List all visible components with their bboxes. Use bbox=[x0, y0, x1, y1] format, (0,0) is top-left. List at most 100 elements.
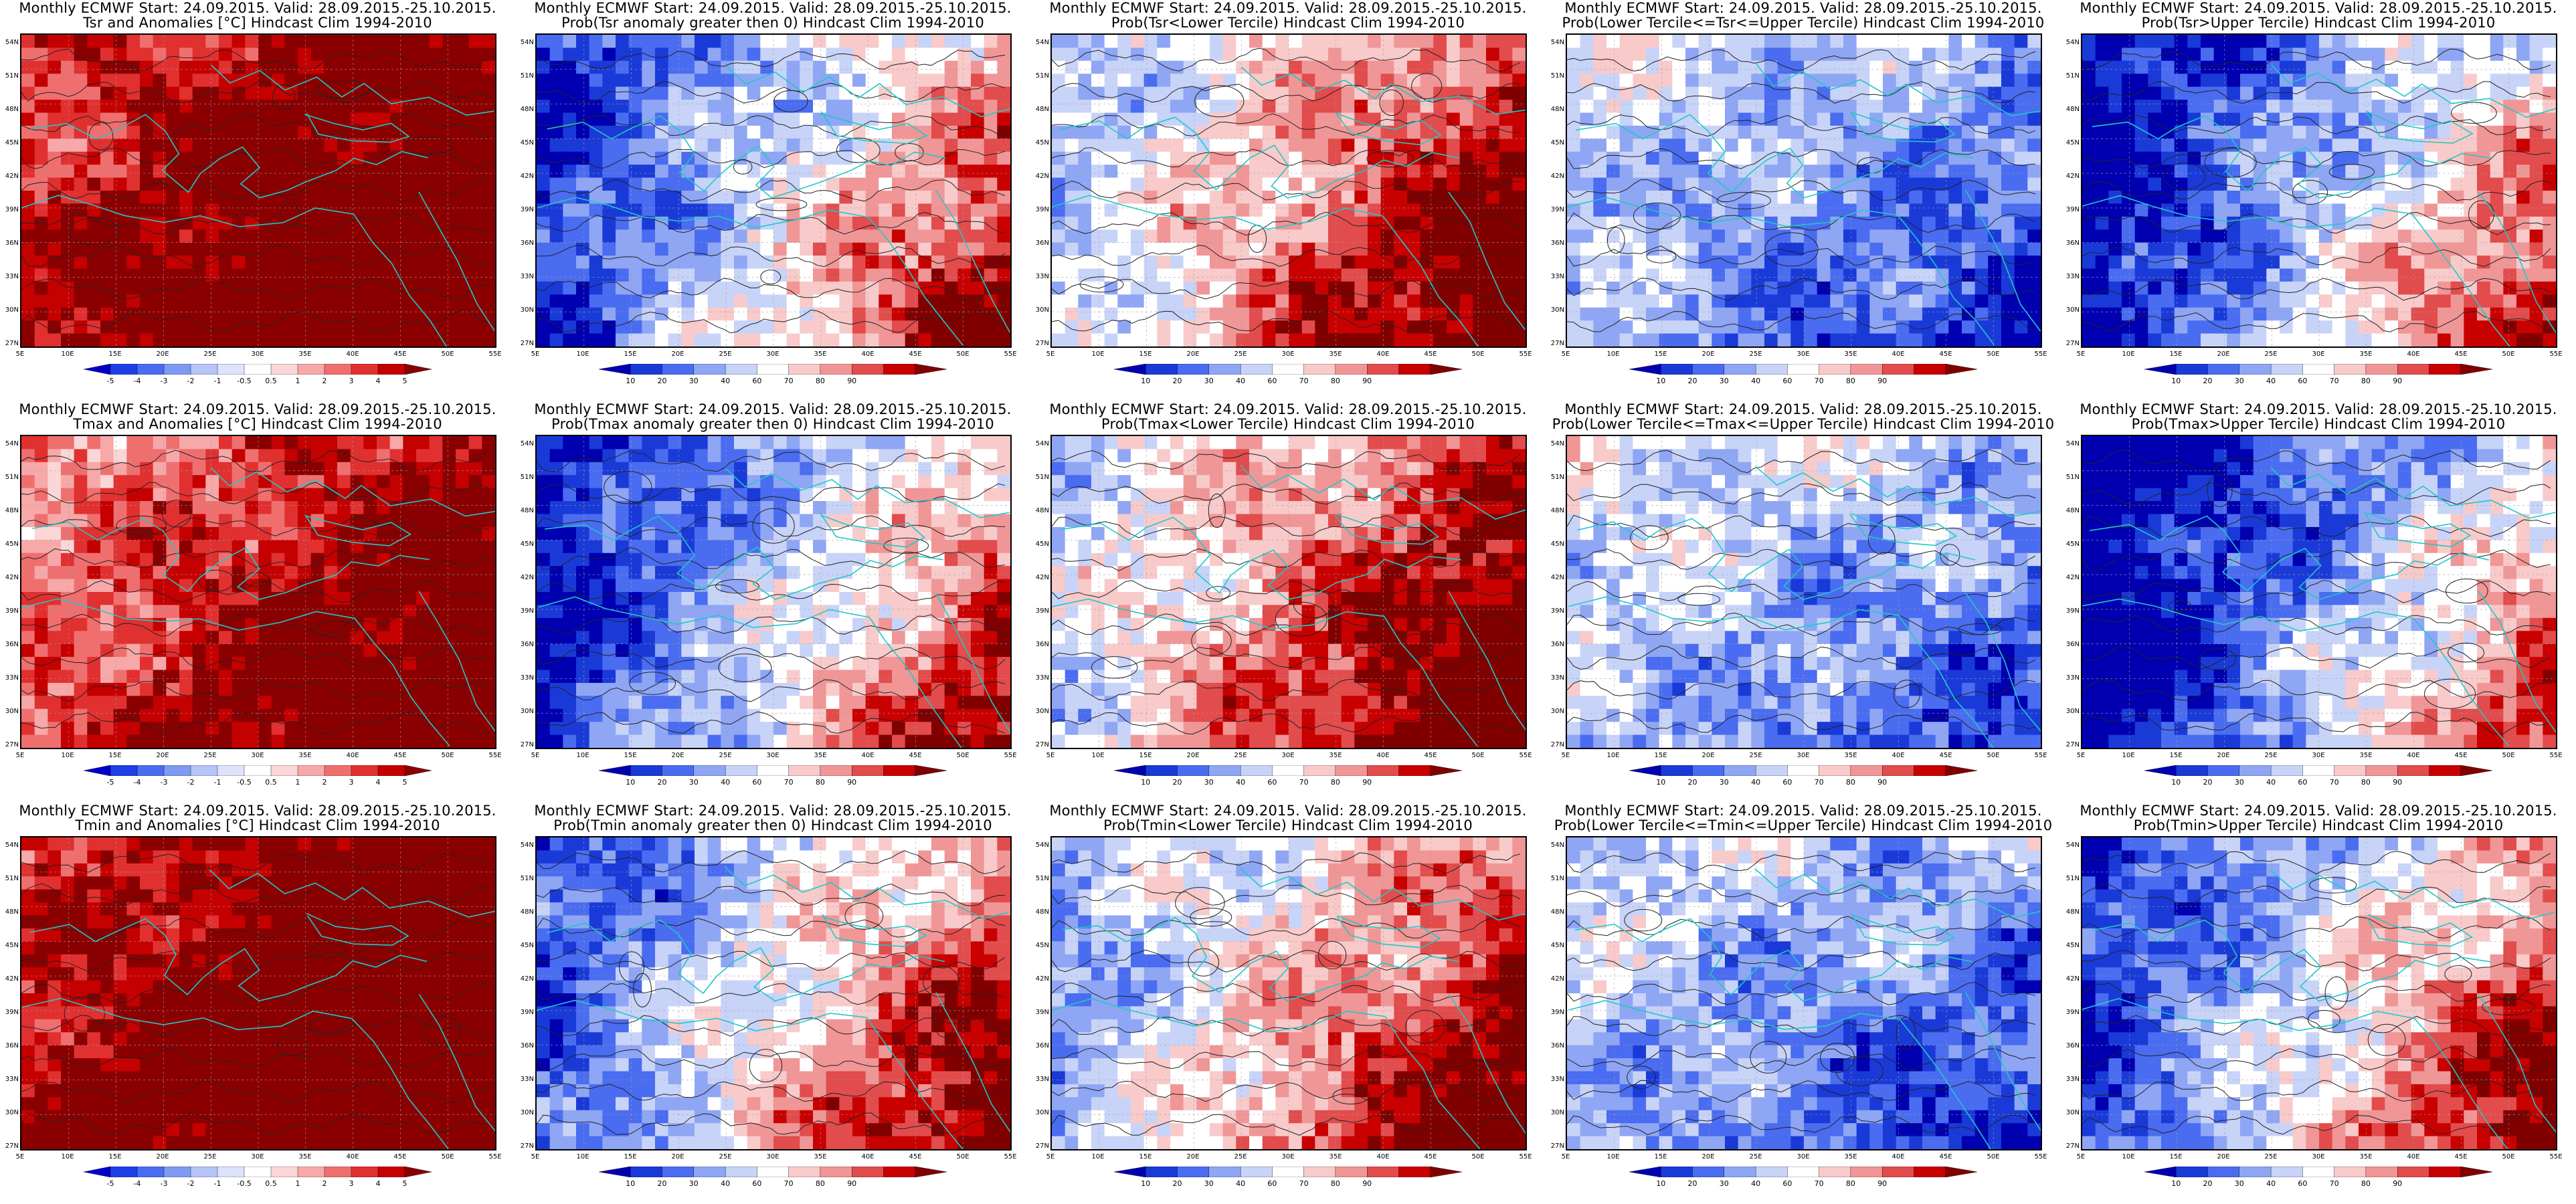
latitude-label: 48N bbox=[520, 908, 534, 916]
shaded-field bbox=[2082, 35, 2556, 346]
colorbar-tick-label: 30 bbox=[688, 778, 699, 787]
colorbar-tick-label: 90 bbox=[1877, 1179, 1888, 1188]
longitude-label: 35E bbox=[1844, 350, 1857, 358]
map-panel-tmin-prob-pos: Monthly ECMWF Start: 24.09.2015. Valid: … bbox=[515, 803, 1030, 1204]
temperature-contours bbox=[1567, 851, 2036, 1135]
latitude-label: 30N bbox=[520, 708, 534, 715]
longitude-label: 40E bbox=[1892, 752, 1905, 759]
latitude-label: 42N bbox=[5, 975, 19, 983]
longitude-label: 55E bbox=[1004, 752, 1017, 759]
longitude-label: 30E bbox=[251, 752, 264, 759]
longitude-label: 15E bbox=[1654, 350, 1667, 358]
colorbar-swatch bbox=[757, 765, 790, 776]
longitude-label: 50E bbox=[1471, 1153, 1485, 1161]
latitude-label: 39N bbox=[1550, 206, 1564, 213]
longitude-label: 30E bbox=[766, 752, 779, 759]
panel-title-line2: Prob(Tsr>Upper Tercile) Hindcast Clim 19… bbox=[2141, 15, 2496, 31]
panel-title-line1: Monthly ECMWF Start: 24.09.2015. Valid: … bbox=[1049, 803, 1527, 819]
latitude-label: 30N bbox=[1035, 708, 1049, 715]
longitude-label: 50E bbox=[441, 752, 454, 759]
latitude-label: 45N bbox=[5, 139, 19, 146]
latitude-label: 45N bbox=[5, 942, 19, 949]
colorbar-swatch bbox=[324, 364, 352, 375]
colorbar-tick-label: 60 bbox=[2298, 1179, 2308, 1188]
longitude-label: 50E bbox=[956, 1153, 970, 1161]
panel-title-line1: Monthly ECMWF Start: 24.09.2015. Valid: … bbox=[1564, 401, 2042, 417]
longitude-label: 15E bbox=[1139, 350, 1152, 358]
longitude-label: 20E bbox=[1186, 350, 1200, 358]
panel-title-line2: Prob(Tmax>Upper Tercile) Hindcast Clim 1… bbox=[2131, 416, 2506, 432]
longitude-label: 25E bbox=[1234, 1153, 1247, 1161]
colorbar-tick-label: 70 bbox=[784, 1179, 794, 1188]
longitude-label: 40E bbox=[346, 1153, 359, 1161]
panel-title-line1: Monthly ECMWF Start: 24.09.2015. Valid: … bbox=[19, 803, 496, 819]
longitude-label: 35E bbox=[1844, 752, 1857, 759]
map-area bbox=[1050, 33, 1527, 348]
longitude-label: 55E bbox=[2549, 350, 2563, 358]
panel-title-line2: Tsr and Anomalies [°C] Hindcast Clim 199… bbox=[83, 15, 432, 31]
latitude-label: 54N bbox=[520, 39, 534, 46]
longitude-label: 30E bbox=[766, 1153, 779, 1161]
colorbar-swatch bbox=[757, 364, 790, 375]
latitude-label: 42N bbox=[520, 975, 534, 983]
colorbar-tick-label: 30 bbox=[1719, 778, 1729, 787]
longitude-label: 30E bbox=[1797, 350, 1810, 358]
longitude-label: 55E bbox=[1519, 752, 1532, 759]
latitude-label: 39N bbox=[1550, 1009, 1564, 1016]
latitude-label: 36N bbox=[520, 641, 534, 648]
longitude-label: 50E bbox=[1471, 752, 1485, 759]
map-area bbox=[535, 836, 1012, 1150]
panel-title-line2: Prob(Tsr anomaly greater then 0) Hindcas… bbox=[561, 15, 984, 31]
panel-title-line1: Monthly ECMWF Start: 24.09.2015. Valid: … bbox=[1564, 0, 2042, 16]
colorbar-swatch bbox=[324, 765, 352, 776]
longitude-label: 35E bbox=[814, 1153, 827, 1161]
colorbar-swatch bbox=[1114, 1167, 1146, 1177]
colorbar-swatch bbox=[1430, 364, 1462, 375]
latitude-label: 42N bbox=[1550, 173, 1564, 180]
latitude-label: 36N bbox=[5, 239, 19, 247]
map-field-svg bbox=[1052, 35, 1526, 346]
colorbar-tick-label: 60 bbox=[1782, 377, 1792, 385]
colorbar-swatch bbox=[1398, 1167, 1431, 1177]
longitude-label: 10E bbox=[1091, 752, 1105, 759]
colorbar-tick-label: -3 bbox=[160, 377, 168, 385]
latitude-label: 45N bbox=[2065, 540, 2080, 548]
temperature-contours bbox=[1052, 47, 1521, 332]
shaded-field bbox=[2082, 837, 2556, 1149]
colorbar-tick-label: 30 bbox=[1204, 778, 1214, 787]
longitude-label: 5E bbox=[531, 1153, 540, 1161]
latitude-label: 30N bbox=[520, 1109, 534, 1116]
latitude-label: 33N bbox=[1550, 674, 1564, 682]
colorbar-swatch bbox=[404, 765, 432, 776]
panel-title-line2: Prob(Tmin<Lower Tercile) Hindcast Clim 1… bbox=[1103, 817, 1473, 833]
panel-title-line2: Tmin and Anomalies [°C] Hindcast Clim 19… bbox=[75, 817, 440, 833]
latitude-label: 39N bbox=[1550, 607, 1564, 615]
shaded-field bbox=[1052, 837, 1526, 1149]
colorbar-swatch bbox=[1724, 765, 1756, 776]
longitude-label: 55E bbox=[1519, 1153, 1532, 1161]
colorbar-tick-label: 30 bbox=[688, 377, 699, 385]
colorbar-swatch bbox=[404, 1167, 432, 1177]
colorbar-swatch bbox=[852, 1167, 885, 1177]
colorbar-tick-label: 90 bbox=[1877, 377, 1888, 385]
colorbar-tick-label: 70 bbox=[1814, 778, 1824, 787]
coastlines bbox=[1052, 867, 1526, 1149]
coastlines bbox=[1052, 465, 1526, 746]
map-area bbox=[1050, 836, 1527, 1150]
longitude-label: 55E bbox=[488, 1153, 502, 1161]
panel-title-line1: Monthly ECMWF Start: 24.09.2015. Valid: … bbox=[534, 401, 1012, 417]
colorbar-tick-label: 30 bbox=[688, 1179, 699, 1188]
latitude-label: 30N bbox=[2065, 306, 2080, 314]
longitude-label: 20E bbox=[2217, 1153, 2230, 1161]
map-field-svg bbox=[2082, 837, 2556, 1149]
colorbar-tick-label: 70 bbox=[784, 377, 794, 385]
longitude-label: 10E bbox=[2122, 350, 2135, 358]
colorbar-tick-label: -0.5 bbox=[237, 778, 252, 787]
map-panel-tmax-prob-lower: Monthly ECMWF Start: 24.09.2015. Valid: … bbox=[1030, 401, 1546, 803]
latitude-label: 36N bbox=[1035, 641, 1049, 648]
latitude-label: 45N bbox=[1550, 540, 1564, 548]
colorbar-tick-label: 90 bbox=[847, 377, 857, 385]
latitude-label: 39N bbox=[5, 607, 19, 615]
coastlines bbox=[537, 866, 1010, 1149]
colorbar-swatch bbox=[1661, 1167, 1693, 1177]
